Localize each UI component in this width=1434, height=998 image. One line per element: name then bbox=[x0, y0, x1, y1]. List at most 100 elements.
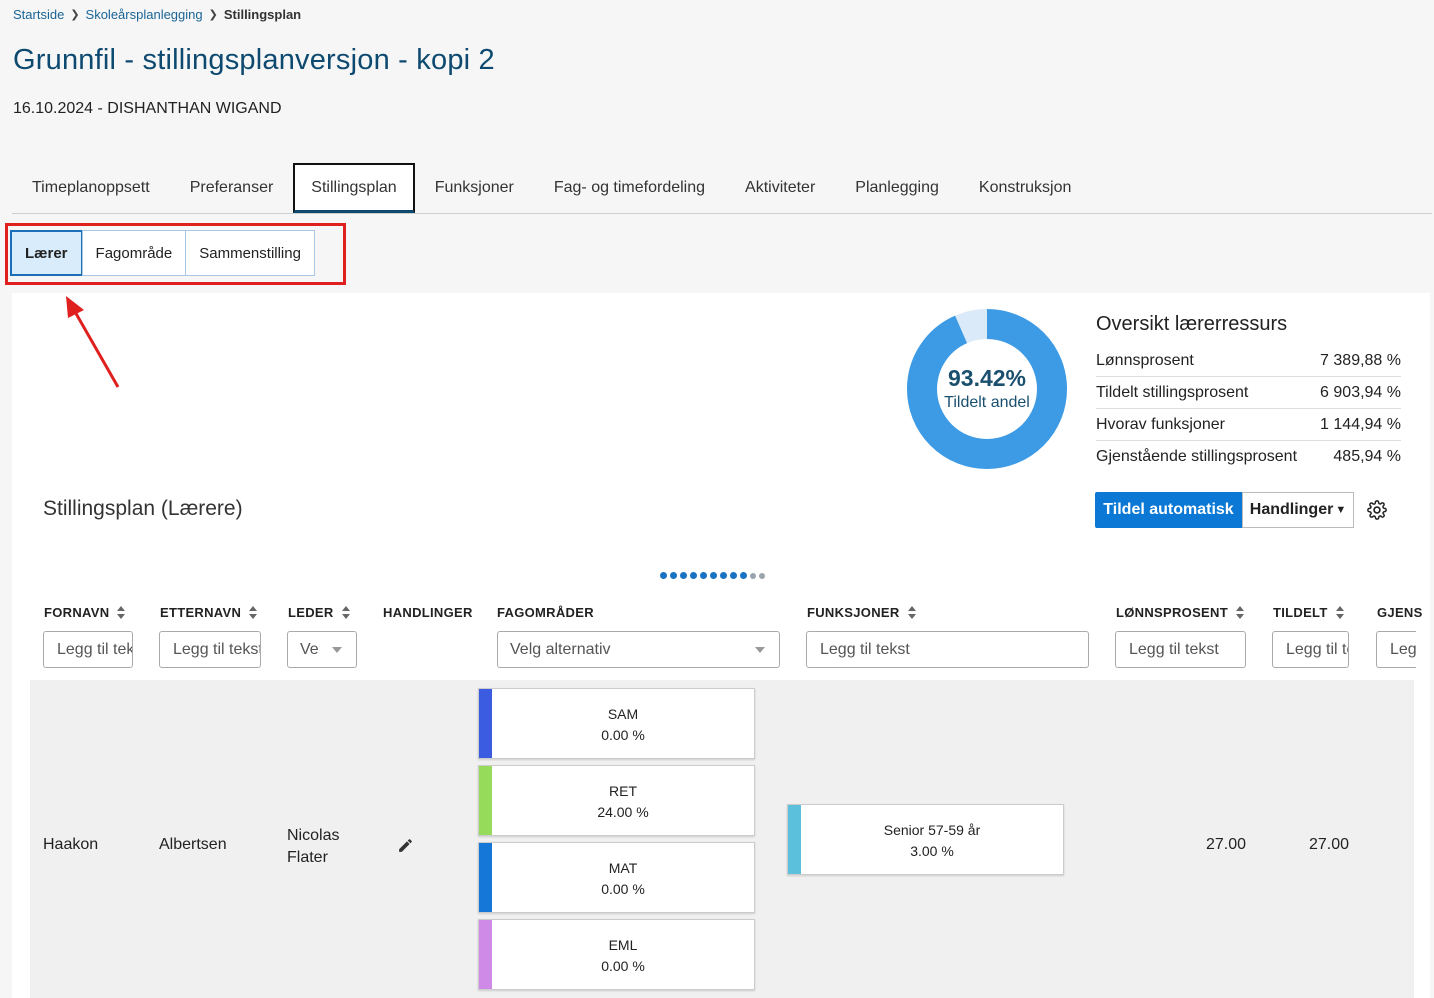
header-label: HANDLINGER bbox=[383, 605, 473, 620]
cell-leder: Nicolas Flater bbox=[287, 827, 340, 866]
filter-fagomrader-select[interactable]: Velg alternativ bbox=[497, 631, 780, 668]
pencil-icon[interactable] bbox=[397, 837, 414, 854]
scroll-dot[interactable] bbox=[720, 572, 727, 579]
auto-assign-button[interactable]: Tildel automatisk bbox=[1095, 492, 1242, 528]
tab-funksjoner[interactable]: Funksjoner bbox=[434, 179, 514, 196]
overview-summary: Oversikt lærerressurs Lønnsprosent 7 389… bbox=[1096, 313, 1401, 473]
highlight-box bbox=[5, 223, 346, 285]
tab-aktiviteter[interactable]: Aktiviteter bbox=[745, 179, 816, 196]
header-fornavn[interactable]: FORNAVN bbox=[44, 605, 126, 620]
header-gjenstaende[interactable]: GJENS bbox=[1377, 605, 1423, 620]
subject-code: EML bbox=[608, 937, 638, 953]
tab-preferanser[interactable]: Preferanser bbox=[189, 179, 274, 196]
overview-row: Lønnsprosent 7 389,88 % bbox=[1096, 345, 1401, 377]
header-label: LØNNSPROSENT bbox=[1116, 605, 1228, 620]
page-title: Grunnfil - stillingsplanversjon - kopi 2 bbox=[13, 44, 495, 76]
sort-icon[interactable] bbox=[341, 605, 351, 620]
overview-row: Gjenstående stillingsprosent 485,94 % bbox=[1096, 441, 1401, 473]
overview-label: Gjenstående stillingsprosent bbox=[1096, 448, 1298, 465]
subject-value: 0.00 % bbox=[601, 727, 645, 743]
subject-text: MAT 0.00 % bbox=[492, 858, 754, 900]
chevron-right-icon: ❯ bbox=[208, 9, 218, 21]
chevron-right-icon: ❯ bbox=[70, 9, 80, 21]
tab-planlegging[interactable]: Planlegging bbox=[855, 179, 939, 196]
subject-card[interactable]: SAM 0.00 % bbox=[478, 688, 755, 759]
overview-value: 6 903,94 % bbox=[1320, 383, 1401, 401]
subtab-sammenstilling[interactable]: Sammenstilling bbox=[185, 230, 315, 276]
scroll-dot[interactable] bbox=[750, 573, 756, 579]
subject-card[interactable]: RET 24.00 % bbox=[478, 765, 755, 836]
sort-icon[interactable] bbox=[1235, 605, 1245, 620]
breadcrumb-home-link[interactable]: Startside bbox=[13, 7, 65, 22]
gear-icon[interactable] bbox=[1367, 500, 1387, 520]
function-name: Senior 57-59 år bbox=[883, 822, 981, 838]
header-label: FUNKSJONER bbox=[807, 605, 900, 620]
scroll-dot[interactable] bbox=[680, 572, 687, 579]
header-etternavn[interactable]: ETTERNAVN bbox=[160, 605, 258, 620]
scroll-dot[interactable] bbox=[660, 572, 667, 579]
chevron-down-icon bbox=[755, 647, 765, 653]
header-label: TILDELT bbox=[1273, 605, 1328, 620]
filter-lonnsprosent-input[interactable] bbox=[1115, 631, 1246, 668]
header-label: FAGOMRÅDER bbox=[497, 605, 594, 620]
allocation-donut-chart bbox=[907, 309, 1067, 469]
actions-dropdown-label: Handlinger bbox=[1249, 501, 1334, 518]
subject-value: 0.00 % bbox=[601, 958, 645, 974]
subject-card[interactable]: EML 0.00 % bbox=[478, 919, 755, 990]
tab-stillingsplan[interactable]: Stillingsplan bbox=[293, 163, 415, 213]
scroll-dot[interactable] bbox=[700, 572, 707, 579]
scroll-indicator[interactable] bbox=[660, 572, 765, 579]
subject-code: SAM bbox=[607, 706, 639, 722]
tab-timeplanoppsett[interactable]: Timeplanoppsett bbox=[32, 179, 150, 196]
subject-card[interactable]: MAT 0.00 % bbox=[478, 842, 755, 913]
filter-leder-value: Ve bbox=[300, 640, 319, 658]
filter-leder-select[interactable]: Ve bbox=[287, 631, 357, 668]
subtab-laerer[interactable]: Lærer bbox=[10, 230, 83, 276]
tab-fag-og-timefordeling[interactable]: Fag- og timefordeling bbox=[553, 179, 706, 196]
subject-text: EML 0.00 % bbox=[492, 935, 754, 977]
sort-icon[interactable] bbox=[249, 605, 258, 620]
scroll-dot[interactable] bbox=[670, 572, 677, 579]
header-label: GJENS bbox=[1377, 605, 1423, 620]
table-row[interactable]: Haakon Albertsen Nicolas Flater SAM 0.00 … bbox=[30, 680, 1414, 998]
main-panel: 93.42% Tildelt andel Oversikt lærerressu… bbox=[12, 293, 1430, 998]
overview-value: 7 389,88 % bbox=[1320, 351, 1401, 369]
filter-etternavn-input[interactable] bbox=[159, 631, 261, 668]
filter-fornavn-input[interactable] bbox=[43, 631, 133, 668]
scroll-dot[interactable] bbox=[740, 572, 747, 579]
overview-value: 1 144,94 % bbox=[1320, 415, 1401, 433]
filter-gjenstaende-input[interactable] bbox=[1376, 631, 1416, 668]
scroll-dot[interactable] bbox=[759, 573, 765, 579]
function-color-bar bbox=[788, 805, 801, 874]
subject-code: RET bbox=[609, 783, 637, 799]
sort-icon[interactable] bbox=[907, 605, 917, 620]
header-lonnsprosent[interactable]: LØNNSPROSENT bbox=[1116, 605, 1245, 620]
annotation-arrow bbox=[66, 296, 120, 388]
breadcrumb-parent-link[interactable]: Skoleårsplanlegging bbox=[85, 7, 203, 22]
sort-icon[interactable] bbox=[117, 605, 126, 620]
main-tabs: Timeplanoppsett Preferanser Stillingspla… bbox=[12, 163, 1432, 214]
subject-text: RET 24.00 % bbox=[492, 781, 754, 823]
subject-color-bar bbox=[479, 843, 492, 912]
overview-row: Hvorav funksjoner 1 144,94 % bbox=[1096, 409, 1401, 441]
caret-down-icon: ▼ bbox=[1335, 504, 1347, 516]
function-card[interactable]: Senior 57-59 år 3.00 % bbox=[787, 804, 1064, 875]
subject-color-bar bbox=[479, 920, 492, 989]
filter-funksjoner-input[interactable] bbox=[806, 631, 1089, 668]
tab-konstruksjon[interactable]: Konstruksjon bbox=[978, 179, 1072, 196]
header-fagomrader: FAGOMRÅDER bbox=[497, 605, 594, 620]
header-tildelt[interactable]: TILDELT bbox=[1273, 605, 1345, 620]
cell-etternavn: Albertsen bbox=[159, 836, 227, 853]
sort-icon[interactable] bbox=[1335, 605, 1345, 620]
scroll-dot[interactable] bbox=[690, 572, 697, 579]
actions-dropdown-button[interactable]: Handlinger ▼ bbox=[1242, 492, 1354, 528]
header-leder[interactable]: LEDER bbox=[288, 605, 351, 620]
header-handlinger: HANDLINGER bbox=[383, 605, 473, 620]
header-funksjoner[interactable]: FUNKSJONER bbox=[807, 605, 917, 620]
filter-tildelt-input[interactable] bbox=[1272, 631, 1349, 668]
overview-label: Tildelt stillingsprosent bbox=[1096, 383, 1249, 401]
subtab-fagomrade[interactable]: Fagområde bbox=[81, 230, 187, 276]
scroll-dot[interactable] bbox=[710, 572, 717, 579]
scroll-dot[interactable] bbox=[730, 572, 737, 579]
overview-label: Lønnsprosent bbox=[1096, 351, 1194, 369]
